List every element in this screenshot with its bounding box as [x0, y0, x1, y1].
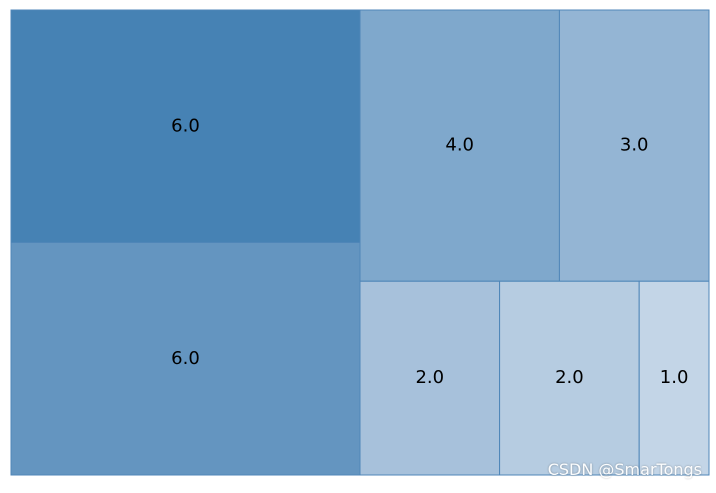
treemap-tile-6 — [499, 280, 640, 476]
treemap-tile-label-4: 3.0 — [620, 135, 649, 156]
treemap-tile-label-2: 6.0 — [171, 348, 200, 369]
treemap-tile-label-5: 2.0 — [415, 367, 444, 388]
treemap-tile-5 — [359, 280, 501, 476]
treemap-tile-label-1: 6.0 — [171, 115, 200, 136]
treemap-tile-7 — [638, 280, 710, 476]
treemap-tile-label-3: 4.0 — [445, 135, 474, 156]
treemap-tile-3 — [359, 9, 560, 282]
tiles-layer — [10, 9, 710, 476]
labels-layer: 6.0 6.0 4.0 3.0 2.0 2.0 1.0 — [171, 115, 688, 388]
treemap-tile-label-7: 1.0 — [660, 367, 689, 388]
watermark-text: CSDN @SmarTongs — [547, 460, 702, 479]
treemap-tile-4 — [558, 9, 710, 282]
treemap-tile-2 — [10, 242, 361, 476]
treemap-tile-label-6: 2.0 — [555, 367, 584, 388]
treemap-tile-1 — [10, 9, 361, 243]
